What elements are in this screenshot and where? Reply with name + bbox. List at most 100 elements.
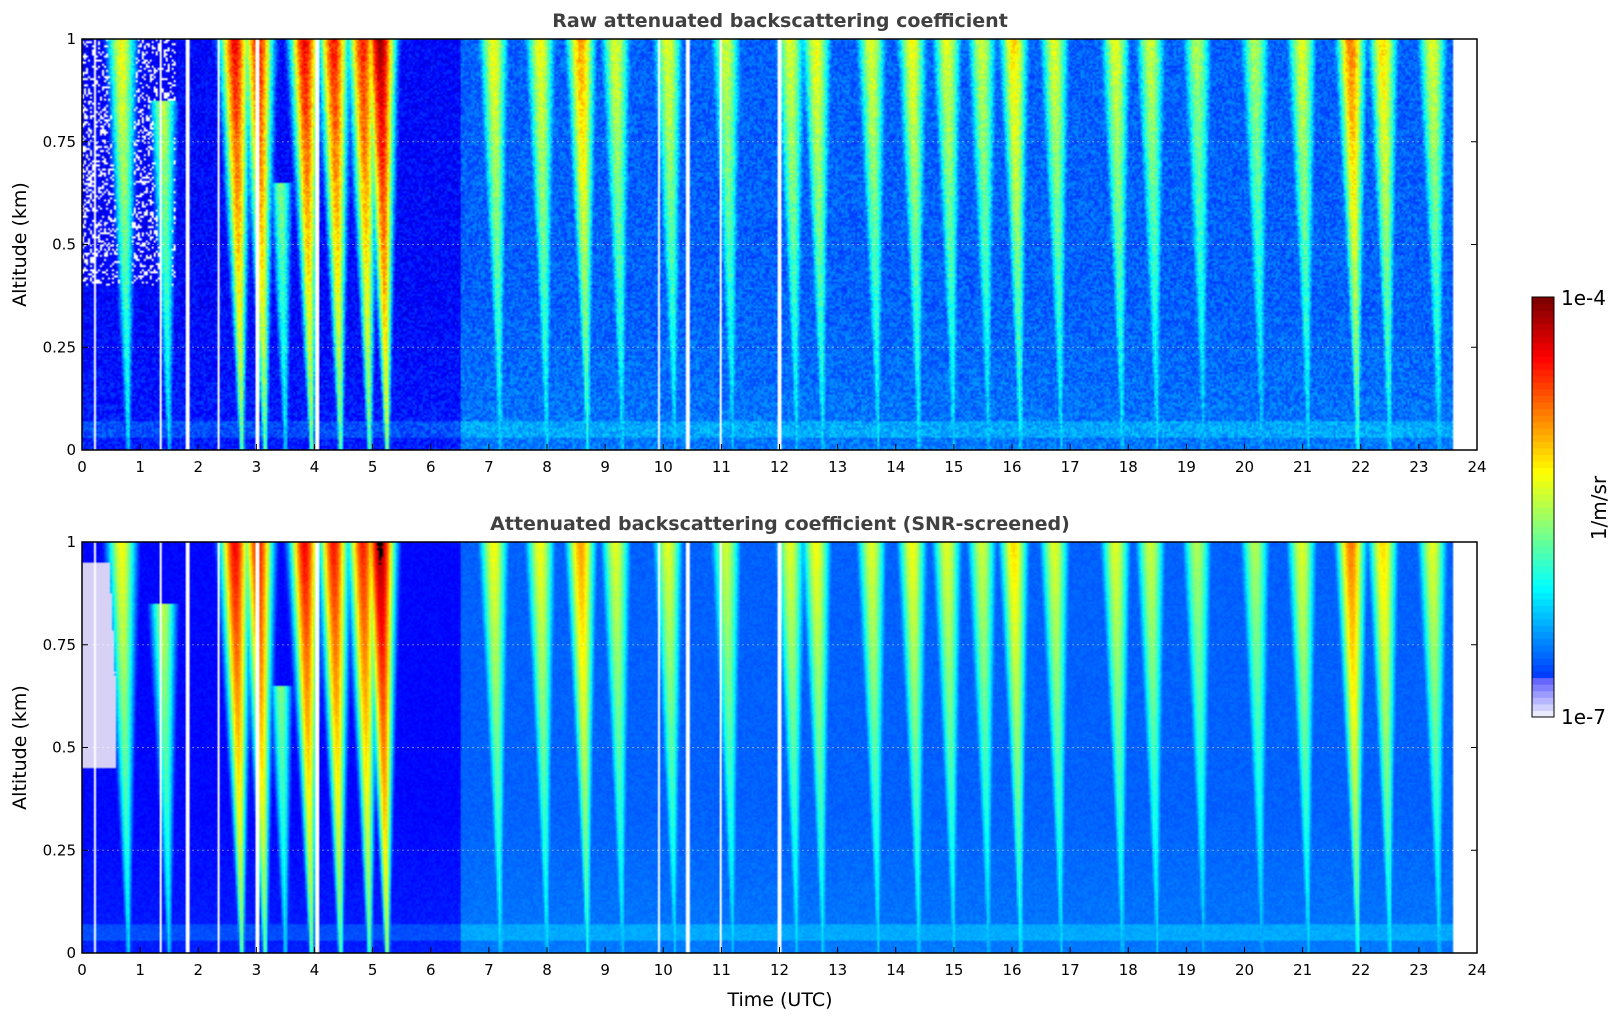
colorbar-step	[1532, 349, 1554, 357]
colorbar-step	[1532, 447, 1554, 455]
x-tick-label: 9	[600, 961, 610, 979]
y-tick-label: 0.5	[52, 236, 76, 254]
colorbar-step	[1532, 342, 1554, 350]
x-tick-label: 13	[828, 458, 847, 476]
y-tick-label: 1	[66, 533, 76, 551]
x-tick-label: 5	[368, 961, 378, 979]
heatmap-raster	[82, 542, 1477, 953]
colorbar-step	[1532, 605, 1554, 613]
colorbar-step	[1532, 480, 1554, 488]
axis-ticks: 0 1 2 3 4 5 6 7 8 9 10 11 12 13 14 15 16 17 18 19 20 21 22 23 24…	[43, 30, 1487, 476]
x-tick-label: 22	[1351, 961, 1370, 979]
colorbar-step	[1532, 559, 1554, 567]
x-tick-label: 12	[770, 961, 789, 979]
colorbar-step	[1532, 323, 1554, 331]
colorbar-step	[1532, 598, 1554, 606]
colorbar-step	[1532, 434, 1554, 442]
colorbar-step	[1532, 546, 1554, 554]
colorbar-step	[1532, 402, 1554, 410]
x-tick-label: 3	[252, 458, 262, 476]
colorbar-step	[1532, 533, 1554, 541]
colorbar-step	[1532, 513, 1554, 521]
x-tick-label: 19	[1177, 961, 1196, 979]
colorbar-step	[1532, 625, 1554, 633]
colorbar-gradient	[1532, 297, 1554, 718]
colorbar-step	[1532, 572, 1554, 580]
x-tick-label: 20	[1235, 458, 1254, 476]
x-tick-label: 21	[1293, 961, 1312, 979]
axis-ticks: 0 1 2 3 4 5 6 7 8 9 10 11 12 13 14 15 16 17 18 19 20 21 22 23 24…	[43, 533, 1487, 979]
heatmap-raster	[82, 39, 1477, 450]
x-tick-label: 4	[310, 458, 320, 476]
colorbar-step	[1532, 664, 1554, 672]
x-tick-label: 20	[1235, 961, 1254, 979]
panel-title: Attenuated backscattering coefficient (S…	[490, 513, 1070, 535]
x-tick-label: 12	[770, 458, 789, 476]
colorbar-max-label: 1e-4	[1561, 286, 1606, 310]
colorbar-min-label: 1e-7	[1561, 705, 1606, 729]
panel-raw: Raw attenuated backscattering coefficien…	[9, 10, 1487, 476]
colorbar-step	[1532, 474, 1554, 482]
colorbar-step	[1532, 507, 1554, 515]
heatmap-image	[82, 39, 1477, 450]
y-axis-label: Altitude (km)	[9, 685, 31, 810]
colorbar-step	[1532, 585, 1554, 593]
x-tick-label: 11	[712, 458, 731, 476]
x-tick-label: 18	[1119, 961, 1138, 979]
x-tick-label: 2	[193, 961, 203, 979]
x-tick-label: 23	[1409, 961, 1428, 979]
colorbar-step	[1532, 618, 1554, 626]
x-tick-label: 1	[135, 458, 145, 476]
colorbar-step	[1532, 369, 1554, 377]
colorbar-step	[1532, 421, 1554, 429]
colorbar-step	[1532, 316, 1554, 324]
x-tick-label: 17	[1061, 961, 1080, 979]
colorbar-step	[1532, 329, 1554, 337]
colorbar-step	[1532, 566, 1554, 574]
colorbar-step	[1532, 382, 1554, 390]
colorbar-step	[1532, 356, 1554, 364]
x-axis-label: Time (UTC)	[726, 989, 832, 1011]
x-tick-label: 19	[1177, 458, 1196, 476]
x-tick-label: 24	[1467, 961, 1486, 979]
colorbar-step	[1532, 408, 1554, 416]
colorbar-step	[1532, 671, 1554, 679]
colorbar-step	[1532, 631, 1554, 639]
colorbar-step	[1532, 336, 1554, 344]
colorbar-step	[1532, 362, 1554, 370]
colorbar-unit-label: 1/m/sr	[1587, 475, 1611, 540]
x-tick-label: 10	[654, 458, 673, 476]
y-tick-label: 0.75	[43, 636, 76, 654]
x-tick-label: 2	[193, 458, 203, 476]
y-tick-label: 1	[66, 30, 76, 48]
colorbar-step	[1532, 487, 1554, 495]
y-tick-label: 0	[66, 441, 76, 459]
x-tick-label: 7	[484, 961, 494, 979]
colorbar-step	[1532, 710, 1554, 718]
colorbar-step	[1532, 592, 1554, 600]
colorbar-step	[1532, 526, 1554, 534]
x-tick-label: 15	[944, 458, 963, 476]
colorbar-step	[1532, 684, 1554, 692]
x-tick-label: 6	[426, 458, 436, 476]
colorbar-step	[1532, 703, 1554, 711]
x-tick-label: 8	[542, 458, 552, 476]
colorbar-step	[1532, 651, 1554, 659]
x-tick-label: 14	[886, 458, 905, 476]
x-tick-label: 17	[1061, 458, 1080, 476]
colorbar-step	[1532, 612, 1554, 620]
colorbar-step	[1532, 579, 1554, 587]
x-tick-label: 9	[600, 458, 610, 476]
x-tick-label: 3	[252, 961, 262, 979]
x-tick-label: 0	[77, 458, 87, 476]
colorbar-step	[1532, 638, 1554, 646]
panel-snr-screened: Attenuated backscattering coefficient (S…	[9, 513, 1487, 1011]
x-tick-label: 11	[712, 961, 731, 979]
colorbar-step	[1532, 461, 1554, 469]
x-tick-label: 16	[1002, 961, 1021, 979]
x-tick-label: 6	[426, 961, 436, 979]
x-tick-label: 4	[310, 961, 320, 979]
colorbar-step	[1532, 552, 1554, 560]
colorbar-step	[1532, 454, 1554, 462]
colorbar-step	[1532, 677, 1554, 685]
